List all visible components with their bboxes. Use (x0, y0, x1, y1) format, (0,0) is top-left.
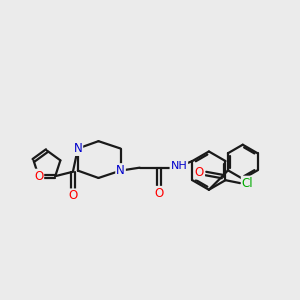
Text: Cl: Cl (242, 177, 254, 190)
Text: N: N (116, 164, 125, 177)
Text: O: O (195, 166, 204, 178)
Text: O: O (68, 189, 77, 203)
Text: O: O (154, 187, 164, 200)
Text: N: N (74, 142, 82, 155)
Text: O: O (34, 170, 43, 183)
Text: NH: NH (170, 161, 187, 171)
